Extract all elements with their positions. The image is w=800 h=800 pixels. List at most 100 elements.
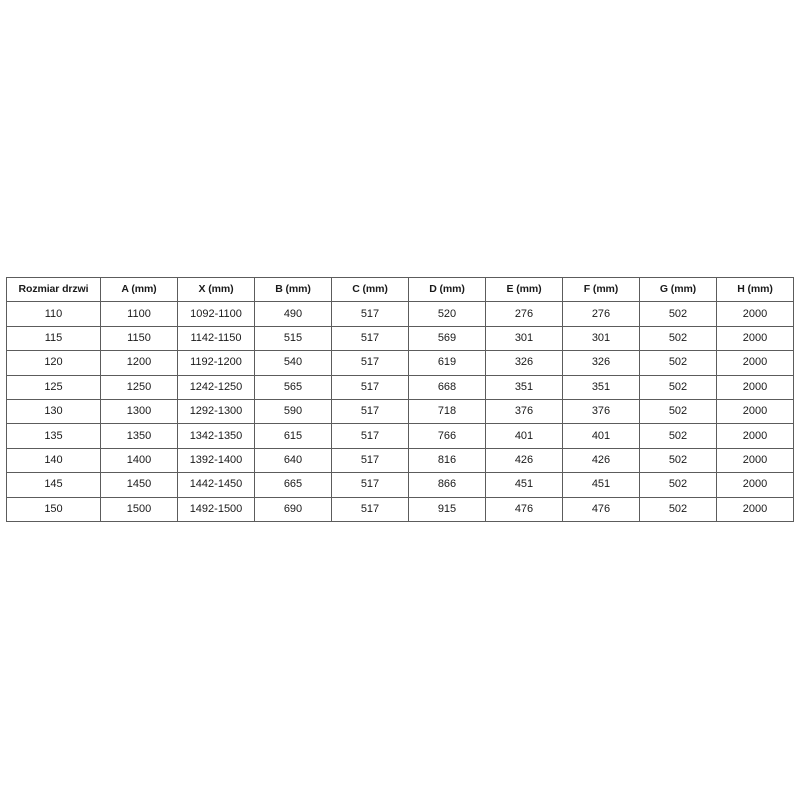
table-cell: 1392-1400	[177, 447, 255, 474]
table-cell: 565	[254, 374, 332, 400]
cell-door-size: 110	[6, 301, 101, 327]
column-header-d: D (mm)	[408, 276, 486, 303]
spec-table-container: Rozmiar drzwi A (mm) X (mm) B (mm) C (mm) D (…	[6, 276, 794, 522]
table-cell: 540	[254, 350, 332, 376]
table-row: 110 1100 1092-1100 490 517 520 276 276 502 2000	[6, 301, 794, 327]
table-cell: 502	[639, 472, 717, 498]
table-cell: 426	[485, 447, 563, 474]
column-header-g: G (mm)	[639, 276, 717, 303]
table-cell: 1300	[100, 398, 178, 425]
cell-door-size: 140	[6, 447, 101, 474]
table-cell: 517	[331, 496, 409, 522]
table-cell: 665	[254, 472, 332, 498]
table-cell: 1450	[100, 472, 178, 498]
table-cell: 766	[408, 423, 486, 449]
table-cell: 502	[639, 423, 717, 449]
cell-door-size: 120	[6, 350, 101, 376]
table-cell: 915	[408, 496, 486, 522]
table-cell: 615	[254, 423, 332, 449]
column-header-a: A (mm)	[100, 276, 178, 303]
table-cell: 476	[485, 496, 563, 522]
table-row: 120 1200 1192-1200 540 517 619 326 326 502 2000	[6, 350, 794, 376]
table-cell: 2000	[716, 350, 794, 376]
table-cell: 1150	[100, 325, 178, 352]
table-cell: 351	[485, 374, 563, 400]
table-cell: 668	[408, 374, 486, 400]
table-cell: 520	[408, 301, 486, 327]
table-cell: 1292-1300	[177, 398, 255, 425]
table-body: 110 1100 1092-1100 490 517 520 276 276 502 2000 11…	[6, 301, 794, 522]
table-cell: 517	[331, 350, 409, 376]
table-cell: 2000	[716, 423, 794, 449]
table-cell: 502	[639, 496, 717, 522]
table-cell: 326	[485, 350, 563, 376]
table-cell: 517	[331, 301, 409, 327]
table-cell: 502	[639, 350, 717, 376]
table-cell: 502	[639, 301, 717, 327]
table-cell: 502	[639, 447, 717, 474]
table-row: 140 1400 1392-1400 640 517 816 426 426 502 2000	[6, 447, 794, 474]
table-cell: 401	[562, 423, 640, 449]
table-cell: 517	[331, 325, 409, 352]
cell-door-size: 135	[6, 423, 101, 449]
column-header-rozmiar-drzwi: Rozmiar drzwi	[6, 276, 101, 303]
table-cell: 1500	[100, 496, 178, 522]
table-cell: 690	[254, 496, 332, 522]
table-cell: 1400	[100, 447, 178, 474]
table-cell: 502	[639, 398, 717, 425]
table-cell: 517	[331, 398, 409, 425]
table-cell: 517	[331, 374, 409, 400]
table-cell: 502	[639, 325, 717, 352]
table-cell: 351	[562, 374, 640, 400]
table-cell: 1342-1350	[177, 423, 255, 449]
table-cell: 276	[485, 301, 563, 327]
table-cell: 816	[408, 447, 486, 474]
column-header-h: H (mm)	[716, 276, 794, 303]
column-header-b: B (mm)	[254, 276, 332, 303]
table-cell: 2000	[716, 496, 794, 522]
table-cell: 276	[562, 301, 640, 327]
table-cell: 2000	[716, 374, 794, 400]
table-cell: 718	[408, 398, 486, 425]
table-row: 130 1300 1292-1300 590 517 718 376 376 502 2000	[6, 398, 794, 425]
table-cell: 640	[254, 447, 332, 474]
table-cell: 401	[485, 423, 563, 449]
table-cell: 2000	[716, 472, 794, 498]
table-cell: 1200	[100, 350, 178, 376]
table-cell: 590	[254, 398, 332, 425]
table-cell: 301	[485, 325, 563, 352]
table-cell: 2000	[716, 447, 794, 474]
table-row: 145 1450 1442-1450 665 517 866 451 451 502 2000	[6, 472, 794, 498]
table-row: 125 1250 1242-1250 565 517 668 351 351 502 2000	[6, 374, 794, 400]
table-cell: 1250	[100, 374, 178, 400]
door-size-dimensions-table: Rozmiar drzwi A (mm) X (mm) B (mm) C (mm) D (…	[6, 276, 794, 522]
table-cell: 1100	[100, 301, 178, 327]
table-cell: 1492-1500	[177, 496, 255, 522]
table-cell: 490	[254, 301, 332, 327]
table-cell: 515	[254, 325, 332, 352]
table-cell: 451	[485, 472, 563, 498]
table-cell: 376	[562, 398, 640, 425]
column-header-f: F (mm)	[562, 276, 640, 303]
table-cell: 1142-1150	[177, 325, 255, 352]
table-cell: 2000	[716, 398, 794, 425]
table-cell: 1442-1450	[177, 472, 255, 498]
cell-door-size: 150	[6, 496, 101, 522]
table-cell: 517	[331, 472, 409, 498]
cell-door-size: 115	[6, 325, 101, 352]
table-cell: 426	[562, 447, 640, 474]
table-cell: 569	[408, 325, 486, 352]
table-cell: 451	[562, 472, 640, 498]
table-cell: 619	[408, 350, 486, 376]
table-cell: 476	[562, 496, 640, 522]
cell-door-size: 145	[6, 472, 101, 498]
table-cell: 517	[331, 423, 409, 449]
table-cell: 866	[408, 472, 486, 498]
table-cell: 2000	[716, 325, 794, 352]
table-cell: 1092-1100	[177, 301, 255, 327]
table-row: 135 1350 1342-1350 615 517 766 401 401 502 2000	[6, 423, 794, 449]
table-cell: 301	[562, 325, 640, 352]
column-header-c: C (mm)	[331, 276, 409, 303]
cell-door-size: 130	[6, 398, 101, 425]
table-cell: 502	[639, 374, 717, 400]
